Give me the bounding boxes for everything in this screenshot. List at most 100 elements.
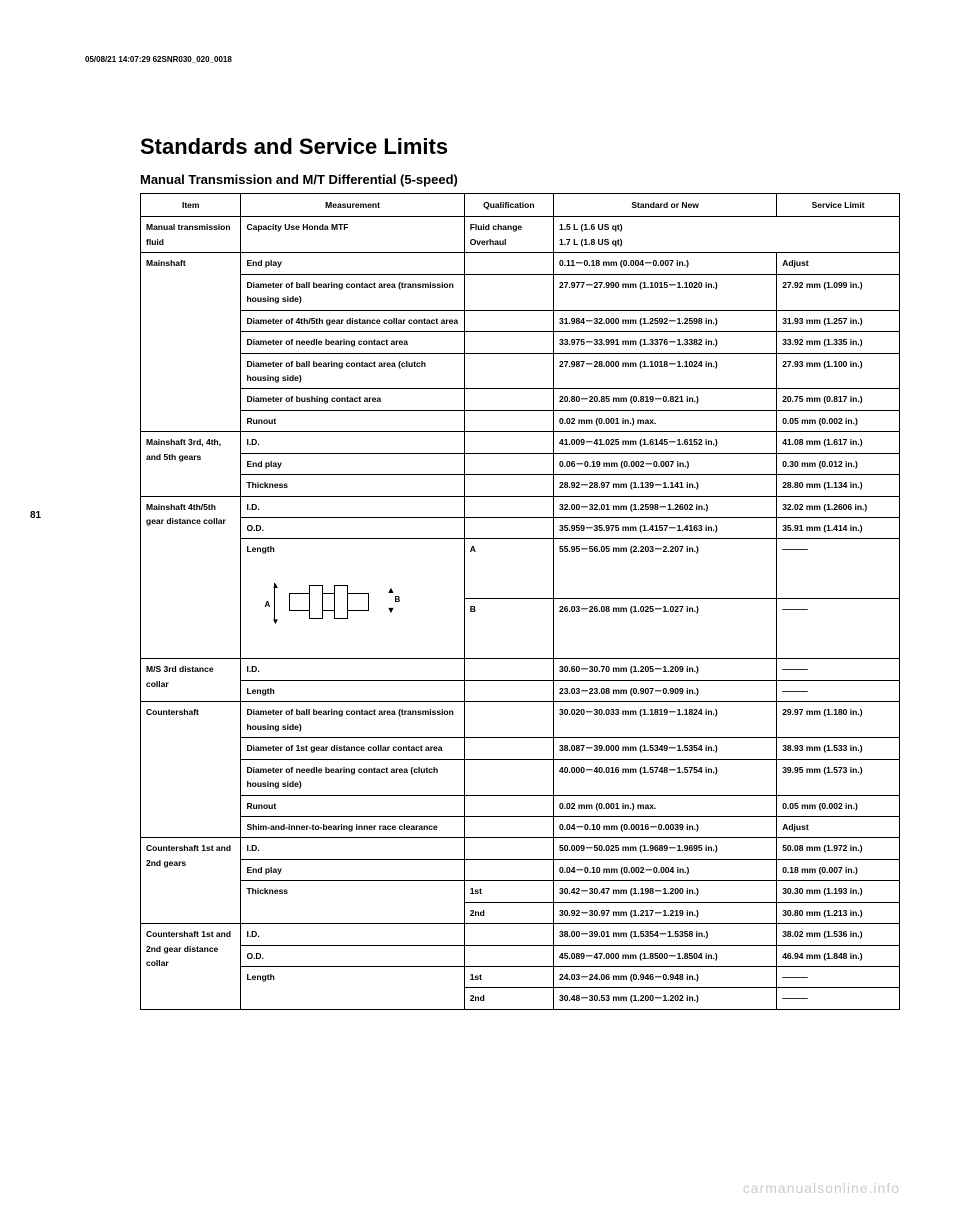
cell: 1st [464,967,553,988]
cell: 20.80－20.85 mm (0.819－0.821 in.) [553,389,776,410]
cell [464,274,553,310]
content-area: Standards and Service Limits Manual Tran… [140,134,900,1010]
cell: 38.93 mm (1.533 in.) [777,738,900,759]
cell: Diameter of ball bearing contact area (c… [241,353,464,389]
cell [464,496,553,517]
cell: 50.08 mm (1.972 in.) [777,838,900,859]
cell: 31.93 mm (1.257 in.) [777,310,900,331]
cell: 0.02 mm (0.001 in.) max. [553,795,776,816]
cell: 28.92－28.97 mm (1.139－1.141 in.) [553,475,776,496]
cell: B [464,599,553,659]
cell: 30.42－30.47 mm (1.198－1.200 in.) [553,881,776,902]
cell [464,680,553,701]
cell: ——— [777,988,900,1009]
cell [464,432,553,453]
cell: Diameter of bushing contact area [241,389,464,410]
cell: 26.03－26.08 mm (1.025－1.027 in.) [553,599,776,659]
cell: 30.48－30.53 mm (1.200－1.202 in.) [553,988,776,1009]
cell: Diameter of 4th/5th gear distance collar… [241,310,464,331]
cell: O.D. [241,945,464,966]
th-item: Item [141,194,241,217]
cell: Shim-and-inner-to-bearing inner race cle… [241,816,464,837]
cell: 2nd [464,902,553,923]
cell: Manual transmission fluid [141,217,241,253]
cell: Capacity Use Honda MTF [241,217,464,253]
cell: 55.95－56.05 mm (2.203－2.207 in.) [553,539,776,599]
cell: 30.92－30.97 mm (1.217－1.219 in.) [553,902,776,923]
th-measurement: Measurement [241,194,464,217]
cell: ——— [777,680,900,701]
cell: Thickness [241,881,464,924]
cell: 30.60－30.70 mm (1.205－1.209 in.) [553,659,776,680]
cell: 0.02 mm (0.001 in.) max. [553,410,776,431]
cell: 35.91 mm (1.414 in.) [777,518,900,539]
cell: Thickness [241,475,464,496]
cell: 50.009－50.025 mm (1.9689－1.9695 in.) [553,838,776,859]
cell [464,518,553,539]
cell: ——— [777,599,900,659]
cell: 0.05 mm (0.002 in.) [777,410,900,431]
cell: 32.00－32.01 mm (1.2598－1.2602 in.) [553,496,776,517]
cell: Countershaft [141,702,241,838]
cell: 30.020－30.033 mm (1.1819－1.1824 in.) [553,702,776,738]
cell [464,453,553,474]
cell: 38.00－39.01 mm (1.5354－1.5358 in.) [553,924,776,945]
cell: 1st [464,881,553,902]
cell: 20.75 mm (0.817 in.) [777,389,900,410]
cell: I.D. [241,496,464,517]
cell: ——— [777,967,900,988]
cell: 32.02 mm (1.2606 in.) [777,496,900,517]
cell: 41.08 mm (1.617 in.) [777,432,900,453]
section-title: Manual Transmission and M/T Differential… [140,172,900,187]
cell [464,738,553,759]
spec-table: Item Measurement Qualification Standard … [140,193,900,1010]
cell: I.D. [241,432,464,453]
cell: 27.93 mm (1.100 in.) [777,353,900,389]
th-qualification: Qualification [464,194,553,217]
header-stamp: 05/08/21 14:07:29 62SNR030_020_0018 [85,55,960,64]
page-title: Standards and Service Limits [140,134,900,160]
cell: Mainshaft 4th/5th gear distance collar [141,496,241,659]
cell [464,859,553,880]
page-number: 81 [30,510,41,521]
cell: A [464,539,553,599]
cell: Runout [241,795,464,816]
cell [464,253,553,274]
cell: 45.089－47.000 mm (1.8500－1.8504 in.) [553,945,776,966]
cell: 30.30 mm (1.193 in.) [777,881,900,902]
cell: Fluid changeOverhaul [464,217,553,253]
cell: 24.03－24.06 mm (0.946－0.948 in.) [553,967,776,988]
cell [464,759,553,795]
diagram-cell: Length A ▲ ▼ B ▲ ▼ [241,539,464,659]
th-standard: Standard or New [553,194,776,217]
cell: Diameter of ball bearing contact area (t… [241,274,464,310]
cell: 27.977－27.990 mm (1.1015－1.1020 in.) [553,274,776,310]
cell: 30.80 mm (1.213 in.) [777,902,900,923]
cell: 33.975－33.991 mm (1.3376－1.3382 in.) [553,332,776,353]
cell: Length [241,680,464,701]
cell [464,310,553,331]
cell: Length [241,967,464,1010]
cell: I.D. [241,924,464,945]
cell: End play [241,253,464,274]
cell [464,702,553,738]
cell: 0.05 mm (0.002 in.) [777,795,900,816]
cell: 27.987－28.000 mm (1.1018－1.1024 in.) [553,353,776,389]
cell: ——— [777,659,900,680]
cell: 31.984－32.000 mm (1.2592－1.2598 in.) [553,310,776,331]
cell: Runout [241,410,464,431]
cell [464,945,553,966]
cell [464,353,553,389]
cell [464,475,553,496]
cell: End play [241,453,464,474]
cell: Countershaft 1st and 2nd gears [141,838,241,924]
cell: M/S 3rd distance collar [141,659,241,702]
cell: ——— [777,539,900,599]
cell: 41.009－41.025 mm (1.6145－1.6152 in.) [553,432,776,453]
cell: 23.03－23.08 mm (0.907－0.909 in.) [553,680,776,701]
cell: O.D. [241,518,464,539]
cell: 35.959－35.975 mm (1.4157－1.4163 in.) [553,518,776,539]
cell [464,816,553,837]
cell: 29.97 mm (1.180 in.) [777,702,900,738]
cell [464,389,553,410]
